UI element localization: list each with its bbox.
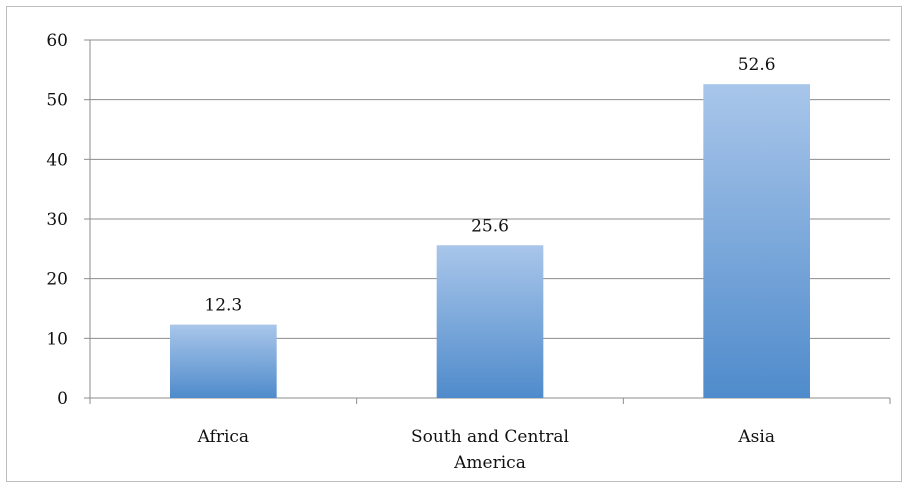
category-label-0-0: Africa <box>197 427 250 447</box>
category-label-2-0: Asia <box>737 427 775 447</box>
data-label-0: 12.3 <box>204 296 242 316</box>
y-tick-label: 20 <box>46 270 68 290</box>
y-tick-label: 60 <box>46 31 68 51</box>
bar-2 <box>703 84 810 399</box>
category-label-1-1: America <box>453 453 526 473</box>
data-label-1: 25.6 <box>471 216 509 236</box>
y-tick-label: 50 <box>46 91 68 111</box>
data-labels: 12.3 25.6 52.6 <box>204 55 775 315</box>
y-tick-label: 40 <box>46 150 68 170</box>
y-tick-labels: 0 10 20 30 40 50 60 <box>46 31 68 409</box>
data-label-2: 52.6 <box>738 55 776 75</box>
bar-0 <box>170 324 277 398</box>
y-tick-label: 30 <box>46 210 68 230</box>
bar-1 <box>436 245 544 398</box>
category-labels: Africa South and Central America Asia <box>197 427 775 473</box>
y-tick-label: 10 <box>46 329 68 349</box>
category-label-1-0: South and Central <box>411 427 569 447</box>
bars <box>170 84 810 399</box>
y-tick-label: 0 <box>57 389 68 409</box>
